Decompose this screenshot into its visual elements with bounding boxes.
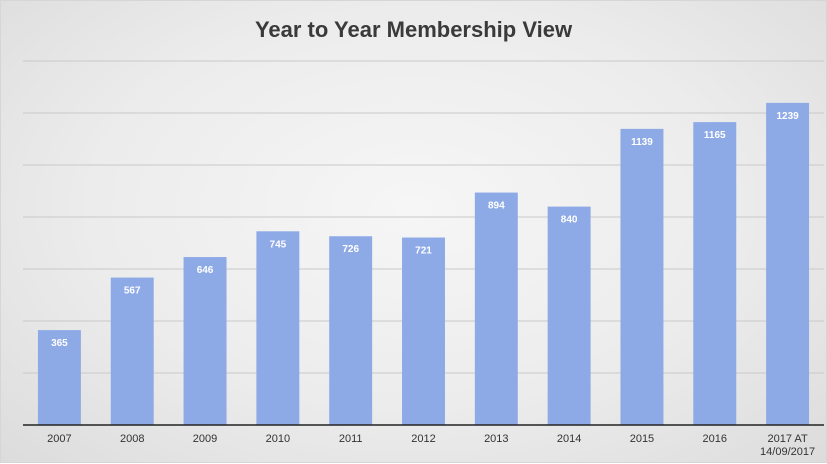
bar <box>547 206 591 425</box>
data-label: 1139 <box>631 137 653 148</box>
x-tick-label: 2008 <box>120 433 144 445</box>
bar <box>620 128 664 426</box>
bar <box>110 277 154 425</box>
data-label: 365 <box>51 338 68 349</box>
data-label: 1165 <box>704 130 726 141</box>
data-label: 745 <box>270 239 287 250</box>
x-tick-label: 2011 <box>339 433 363 445</box>
x-tick-label: 2017 AT 14/09/2017 <box>760 433 815 458</box>
bar <box>693 122 737 425</box>
x-tick-label: 2007 <box>47 433 71 445</box>
bar <box>474 192 518 425</box>
bar <box>766 102 810 426</box>
x-tick-label: 2013 <box>484 433 508 445</box>
chart-title: Year to Year Membership View <box>254 17 573 42</box>
data-label: 1239 <box>776 111 799 122</box>
bar <box>183 257 227 425</box>
data-label: 721 <box>415 246 432 257</box>
bar <box>256 231 300 425</box>
data-label: 646 <box>197 265 214 276</box>
bar <box>402 237 445 425</box>
bar <box>329 236 373 425</box>
x-tick-label: 2010 <box>266 433 290 445</box>
x-tick-label: 2009 <box>193 433 217 445</box>
x-tick-label: 2016 <box>703 433 727 445</box>
data-label: 840 <box>561 215 578 226</box>
x-tick-label: 2014 <box>557 433 581 445</box>
x-tick-label: 2012 <box>411 433 435 445</box>
bar <box>37 330 81 425</box>
data-label: 894 <box>488 201 505 212</box>
x-tick-label: 2015 <box>630 433 654 445</box>
data-label: 567 <box>124 286 141 297</box>
data-label: 726 <box>342 244 359 255</box>
